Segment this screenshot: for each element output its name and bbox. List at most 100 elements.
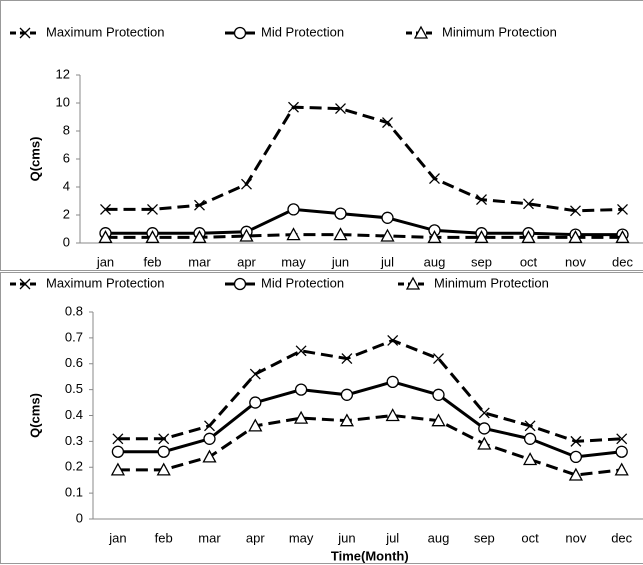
y-tick-label: 12 [56,66,70,81]
marker-circle [340,388,354,401]
marker-x [616,433,628,445]
marker-circle [615,445,628,458]
y-tick-label: 8 [63,122,70,137]
marker-x [147,203,158,215]
x-tick-label: dec [611,530,632,545]
marker-triangle [477,436,492,450]
marker-x [100,203,111,215]
marker-circle [203,432,216,445]
y-axis-label: Q(cms) [27,393,42,438]
marker-circle [478,422,491,435]
y-tick-label: 2 [63,206,70,221]
y-axis-label: Q(cms) [27,137,42,182]
legend-label: Maximum Protection [46,275,164,290]
marker-triangle [192,230,207,244]
marker-triangle [385,408,400,422]
x-tick-label: apr [246,530,265,545]
marker-x [204,420,215,432]
y-tick-label: 0.5 [65,381,83,396]
x-tick-label: nov [565,254,586,269]
series-line [105,207,623,237]
x-axis-label: Time(Month) [331,548,409,563]
marker-x [382,117,393,129]
x-tick-label: feb [155,530,173,545]
marker-x [524,420,536,432]
marker-triangle [239,228,254,242]
marker-x [570,435,582,447]
marker-x [295,345,307,357]
legend-marker [233,26,247,40]
y-tick-label: 0.6 [65,355,83,370]
marker-triangle [333,227,348,241]
x-tick-label: dec [612,254,633,269]
legend-label: Mid Protection [261,24,344,39]
marker-x [112,433,124,445]
marker-circle [523,432,537,445]
y-tick-label: 10 [56,94,70,109]
y-tick-label: 0 [63,234,70,249]
series-line [117,338,622,443]
marker-circle [294,383,308,396]
marker-circle [249,396,262,409]
x-tick-label: apr [237,254,256,269]
marker-x [387,335,399,346]
x-tick-label: jan [108,530,126,545]
marker-triangle [521,230,536,244]
marker-triangle [615,230,630,244]
x-tick-label: jun [337,530,355,545]
y-tick-label: 4 [63,178,70,193]
marker-triangle [614,462,629,476]
marker-circle [157,445,170,458]
y-tick-label: 6 [63,150,70,165]
x-tick-label: mar [198,530,221,545]
legend-marker [405,276,421,290]
marker-circle [381,211,394,224]
marker-triangle [568,467,583,481]
chart: 0 2 4 6 8 10 12 jan feb mar apr may jun jul aug sep oct n… [0,0,643,271]
x-tick-label: jul [380,254,394,269]
marker-x [429,173,440,185]
marker-circle [334,207,347,220]
frame [0,0,643,271]
x-tick-label: oct [520,254,538,269]
x-tick-label: feb [143,254,161,269]
y-tick-label: 0.2 [65,459,83,474]
x-tick-label: nov [565,530,586,545]
marker-triangle [474,230,489,244]
x-tick-label: aug [424,254,446,269]
legend-marker [19,27,31,39]
x-tick-label: jun [331,254,349,269]
marker-x [249,368,261,380]
x-tick-label: jan [96,254,114,269]
marker-triangle [202,449,217,463]
marker-x [335,103,346,115]
marker-triangle [98,230,113,244]
marker-triangle [431,413,446,427]
marker-x [523,198,534,210]
marker-circle [111,445,125,458]
chart: 0 0.1 0.2 0.3 0.4 0.5 0.6 0.7 0.8 jan feb mar apr may… [0,272,643,564]
frame [0,272,643,564]
legend-label: Minimum Protection [434,275,549,290]
marker-circle [432,388,445,401]
marker-x [241,178,252,190]
marker-x [570,205,581,217]
marker-x [478,407,490,419]
marker-x [288,101,299,113]
legend-label: Mid Protection [261,275,344,290]
y-tick-label: 0.3 [65,433,83,448]
marker-x [158,433,170,445]
x-tick-label: aug [428,530,450,545]
x-tick-label: may [289,530,314,545]
x-tick-label: jul [385,530,399,545]
legend-label: Minimum Protection [442,24,557,39]
marker-x [341,353,353,365]
y-tick-label: 0.4 [65,407,83,422]
series-line [117,413,622,477]
series-line [105,233,623,239]
x-tick-label: oct [521,530,539,545]
marker-triangle [523,452,538,466]
marker-x [433,353,444,365]
marker-x [617,203,628,215]
x-tick-label: sep [471,254,492,269]
